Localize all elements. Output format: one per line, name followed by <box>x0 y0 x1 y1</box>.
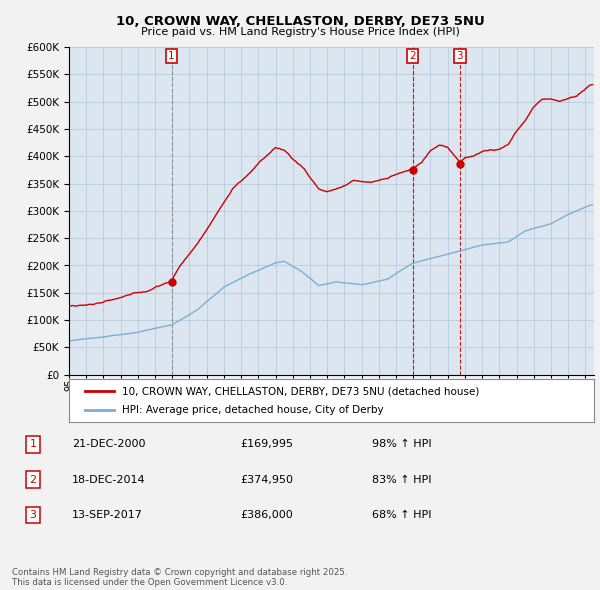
Text: Contains HM Land Registry data © Crown copyright and database right 2025.: Contains HM Land Registry data © Crown c… <box>12 568 347 576</box>
Text: This data is licensed under the Open Government Licence v3.0.: This data is licensed under the Open Gov… <box>12 578 287 587</box>
Text: 13-SEP-2017: 13-SEP-2017 <box>72 510 143 520</box>
Text: 10, CROWN WAY, CHELLASTON, DERBY, DE73 5NU (detached house): 10, CROWN WAY, CHELLASTON, DERBY, DE73 5… <box>121 386 479 396</box>
Text: 18-DEC-2014: 18-DEC-2014 <box>72 475 146 484</box>
Text: £169,995: £169,995 <box>240 440 293 449</box>
Text: 3: 3 <box>457 51 463 61</box>
Text: 98% ↑ HPI: 98% ↑ HPI <box>372 440 431 449</box>
Text: HPI: Average price, detached house, City of Derby: HPI: Average price, detached house, City… <box>121 405 383 415</box>
Text: £374,950: £374,950 <box>240 475 293 484</box>
Text: 21-DEC-2000: 21-DEC-2000 <box>72 440 146 449</box>
Text: £386,000: £386,000 <box>240 510 293 520</box>
Text: 83% ↑ HPI: 83% ↑ HPI <box>372 475 431 484</box>
Text: 1: 1 <box>29 440 37 449</box>
Text: 2: 2 <box>409 51 416 61</box>
Text: 10, CROWN WAY, CHELLASTON, DERBY, DE73 5NU: 10, CROWN WAY, CHELLASTON, DERBY, DE73 5… <box>116 15 484 28</box>
Text: Price paid vs. HM Land Registry's House Price Index (HPI): Price paid vs. HM Land Registry's House … <box>140 27 460 37</box>
Text: 1: 1 <box>168 51 175 61</box>
Text: 68% ↑ HPI: 68% ↑ HPI <box>372 510 431 520</box>
Text: 2: 2 <box>29 475 37 484</box>
Text: 3: 3 <box>29 510 37 520</box>
